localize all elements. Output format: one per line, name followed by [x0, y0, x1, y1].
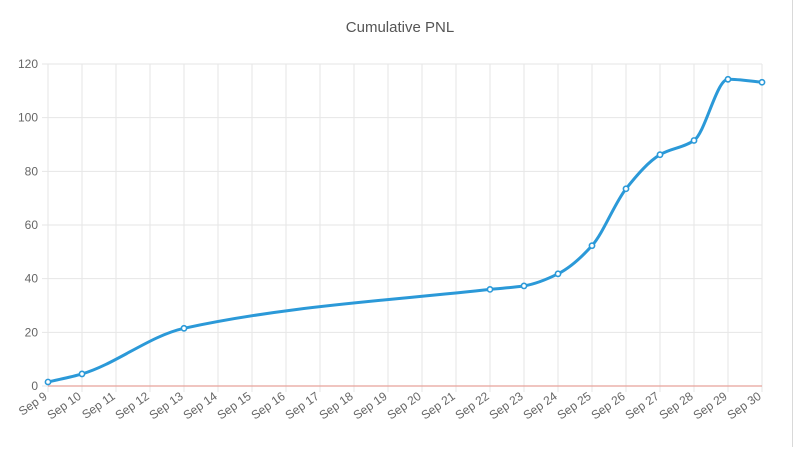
x-tick-label: Sep 13 — [147, 389, 186, 422]
x-tick-label: Sep 23 — [487, 389, 526, 422]
x-tick-label: Sep 12 — [113, 389, 152, 422]
x-tick-label: Sep 15 — [215, 389, 254, 422]
x-tick-label: Sep 26 — [589, 389, 628, 422]
x-tick-label: Sep 11 — [79, 389, 118, 422]
data-point[interactable] — [690, 137, 698, 144]
x-tick-label: Sep 20 — [385, 389, 424, 422]
x-tick-label: Sep 30 — [725, 389, 764, 422]
data-point[interactable] — [44, 378, 52, 386]
grid-layer — [42, 63, 763, 392]
y-tick-label: 120 — [18, 57, 38, 71]
x-tick-label: Sep 22 — [453, 389, 492, 422]
y-tick-label: 40 — [25, 272, 39, 286]
x-tick-label: Sep 19 — [351, 389, 390, 422]
y-tick-label: 80 — [25, 164, 39, 178]
data-point[interactable] — [520, 282, 528, 290]
y-tick-label: 0 — [31, 379, 38, 393]
x-tick-label: Sep 25 — [555, 389, 594, 422]
x-tick-label: Sep 14 — [181, 389, 220, 422]
x-tick-label: Sep 10 — [45, 389, 84, 422]
data-point[interactable] — [554, 270, 562, 278]
data-point[interactable] — [180, 324, 188, 332]
x-tick-label: Sep 9 — [16, 389, 50, 419]
y-tick-label: 100 — [18, 111, 38, 125]
x-tick-label: Sep 17 — [283, 389, 322, 422]
data-point[interactable] — [622, 185, 630, 193]
chart-title: Cumulative PNL — [345, 19, 455, 36]
data-point[interactable] — [78, 370, 86, 378]
x-tick-label: Sep 29 — [691, 389, 730, 422]
x-tick-label: Sep 21 — [419, 389, 458, 422]
x-tick-label: Sep 27 — [623, 389, 662, 422]
data-point[interactable] — [656, 151, 664, 159]
y-tick-label: 20 — [25, 325, 39, 339]
data-point[interactable] — [486, 285, 494, 293]
series-line — [46, 77, 764, 384]
x-tick-label: Sep 18 — [317, 389, 356, 422]
x-tick-label: Sep 28 — [657, 389, 696, 422]
series-layer — [44, 75, 766, 386]
x-tick-label: Sep 24 — [521, 389, 560, 422]
y-tick-label: 60 — [25, 218, 39, 232]
data-point[interactable] — [724, 75, 732, 83]
data-point[interactable] — [588, 242, 596, 250]
x-tick-label: Sep 16 — [249, 389, 288, 422]
data-point[interactable] — [758, 78, 766, 86]
